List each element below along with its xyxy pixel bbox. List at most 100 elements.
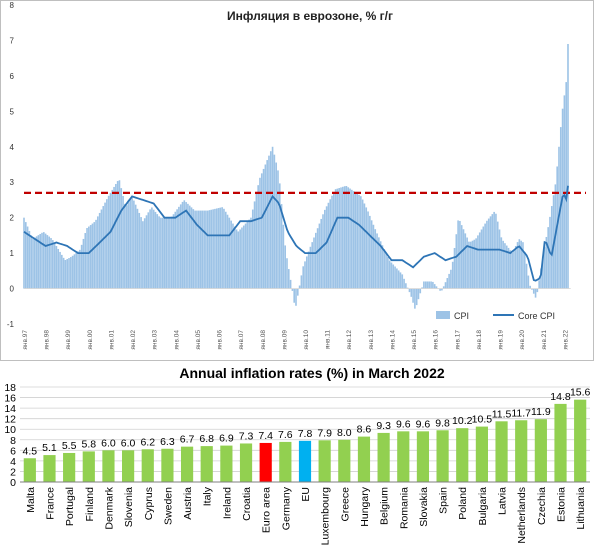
cpi-bar — [152, 209, 155, 289]
cpi-bar — [325, 206, 328, 289]
cpi-bar — [71, 255, 74, 289]
cpi-bar — [424, 281, 427, 289]
core-cpi-line — [23, 185, 569, 282]
cpi-bar — [369, 215, 371, 289]
bar-cyprus — [141, 449, 154, 482]
cpi-bar — [232, 223, 234, 289]
cpi-bar — [62, 257, 65, 289]
cpi-bar — [134, 204, 137, 289]
cpi-bar — [444, 282, 447, 289]
cpi-bar — [473, 239, 476, 289]
cpi-bar — [390, 262, 393, 289]
cpi-bar — [89, 225, 92, 289]
cpi-bar — [35, 236, 38, 289]
cpi-bar — [307, 251, 310, 289]
bar-value-label: 9.6 — [416, 418, 431, 430]
cpi-bar — [203, 210, 205, 289]
cpi-bar — [122, 196, 124, 289]
cpi-bar — [129, 199, 132, 289]
cpi-bar — [79, 249, 81, 289]
cpi-bar — [156, 214, 159, 289]
cpi-bar — [361, 199, 364, 289]
cpi-bar — [356, 193, 359, 289]
cpi-bar — [221, 207, 223, 289]
cpi-bar — [291, 288, 294, 291]
bottom-y-tick-label: 18 — [4, 382, 16, 394]
cpi-bar — [179, 204, 182, 289]
cpi-bar — [342, 186, 344, 289]
bottom-x-tick-label: Austria — [182, 487, 194, 520]
cpi-bar — [489, 216, 492, 289]
cpi-bar — [547, 227, 549, 289]
bottom-y-tick-label: 12 — [4, 414, 16, 426]
cpi-bar — [70, 257, 72, 289]
cpi-bar — [55, 246, 58, 289]
bottom-x-tick-label: Lithuania — [575, 487, 587, 530]
cpi-bar — [376, 233, 378, 289]
cpi-bar — [107, 195, 110, 289]
cpi-bar — [296, 288, 299, 296]
cpi-bar — [415, 288, 418, 306]
cpi-bar — [550, 206, 553, 289]
cpi-bar — [174, 211, 177, 289]
cpi-bar — [358, 194, 360, 289]
bottom-y-tick-label: 14 — [4, 403, 16, 415]
bottom-x-tick-label: Latvia — [497, 487, 509, 515]
cpi-bar — [320, 218, 323, 289]
bottom-chart-title: Annual inflation rates (%) in March 2022 — [179, 365, 444, 381]
bar-romania — [397, 431, 410, 482]
bar-value-label: 15.6 — [570, 387, 591, 399]
bar-value-label: 7.4 — [258, 430, 273, 442]
bar-croatia — [239, 443, 253, 482]
cpi-bar — [241, 227, 243, 289]
cpi-bar — [113, 186, 115, 289]
cpi-bar — [214, 208, 216, 289]
cpi-bar — [541, 256, 544, 289]
bar-belgium — [377, 432, 390, 482]
top-chart-title: Инфляция в еврозоне, % г/г — [227, 9, 393, 23]
bottom-x-tick-label: EU — [300, 487, 312, 502]
cpi-bar — [302, 266, 305, 289]
bar-austria — [180, 446, 194, 482]
cpi-bar — [523, 251, 526, 289]
bar-value-label: 7.8 — [298, 428, 313, 440]
bar-value-label: 8.6 — [357, 424, 372, 436]
cpi-bar — [151, 207, 153, 289]
cpi-bar — [349, 188, 351, 289]
cpi-bar — [201, 210, 204, 289]
cpi-bar — [446, 278, 449, 289]
top-x-tick-label: янв.14 — [389, 330, 396, 350]
cpi-bar — [33, 237, 36, 289]
cpi-bar — [451, 261, 454, 289]
cpi-bar — [468, 241, 470, 289]
cpi-bar — [509, 250, 512, 289]
cpi-bar — [205, 210, 207, 289]
bar-germany — [279, 441, 292, 482]
top-x-tick-label: янв.98 — [44, 330, 51, 350]
cpi-bar — [432, 281, 434, 289]
cpi-bar — [475, 238, 477, 289]
top-x-tick-label: янв.19 — [498, 330, 505, 350]
bar-value-label: 6.0 — [101, 437, 116, 449]
cpi-bar — [462, 229, 465, 289]
cpi-bar — [338, 188, 341, 289]
cpi-bar — [477, 235, 479, 289]
cpi-bar — [367, 211, 369, 289]
bar-value-label: 5.5 — [62, 440, 77, 452]
top-x-tick-label: янв.03 — [152, 330, 159, 350]
bar-value-label: 5.8 — [81, 438, 96, 450]
cpi-bar — [293, 288, 296, 303]
cpi-bar — [250, 217, 252, 289]
top-x-tick-label: янв.00 — [87, 330, 94, 350]
cpi-bar — [412, 288, 414, 303]
cpi-bar — [545, 236, 548, 289]
cpi-bar — [392, 264, 395, 289]
cpi-bar — [228, 217, 231, 289]
cpi-bar — [455, 234, 458, 289]
cpi-bar — [197, 210, 200, 289]
cpi-bar — [309, 246, 312, 289]
core-cpi-series — [23, 185, 569, 282]
bottom-x-tick-label: Netherlands — [516, 487, 528, 544]
cpi-bar — [37, 235, 40, 289]
